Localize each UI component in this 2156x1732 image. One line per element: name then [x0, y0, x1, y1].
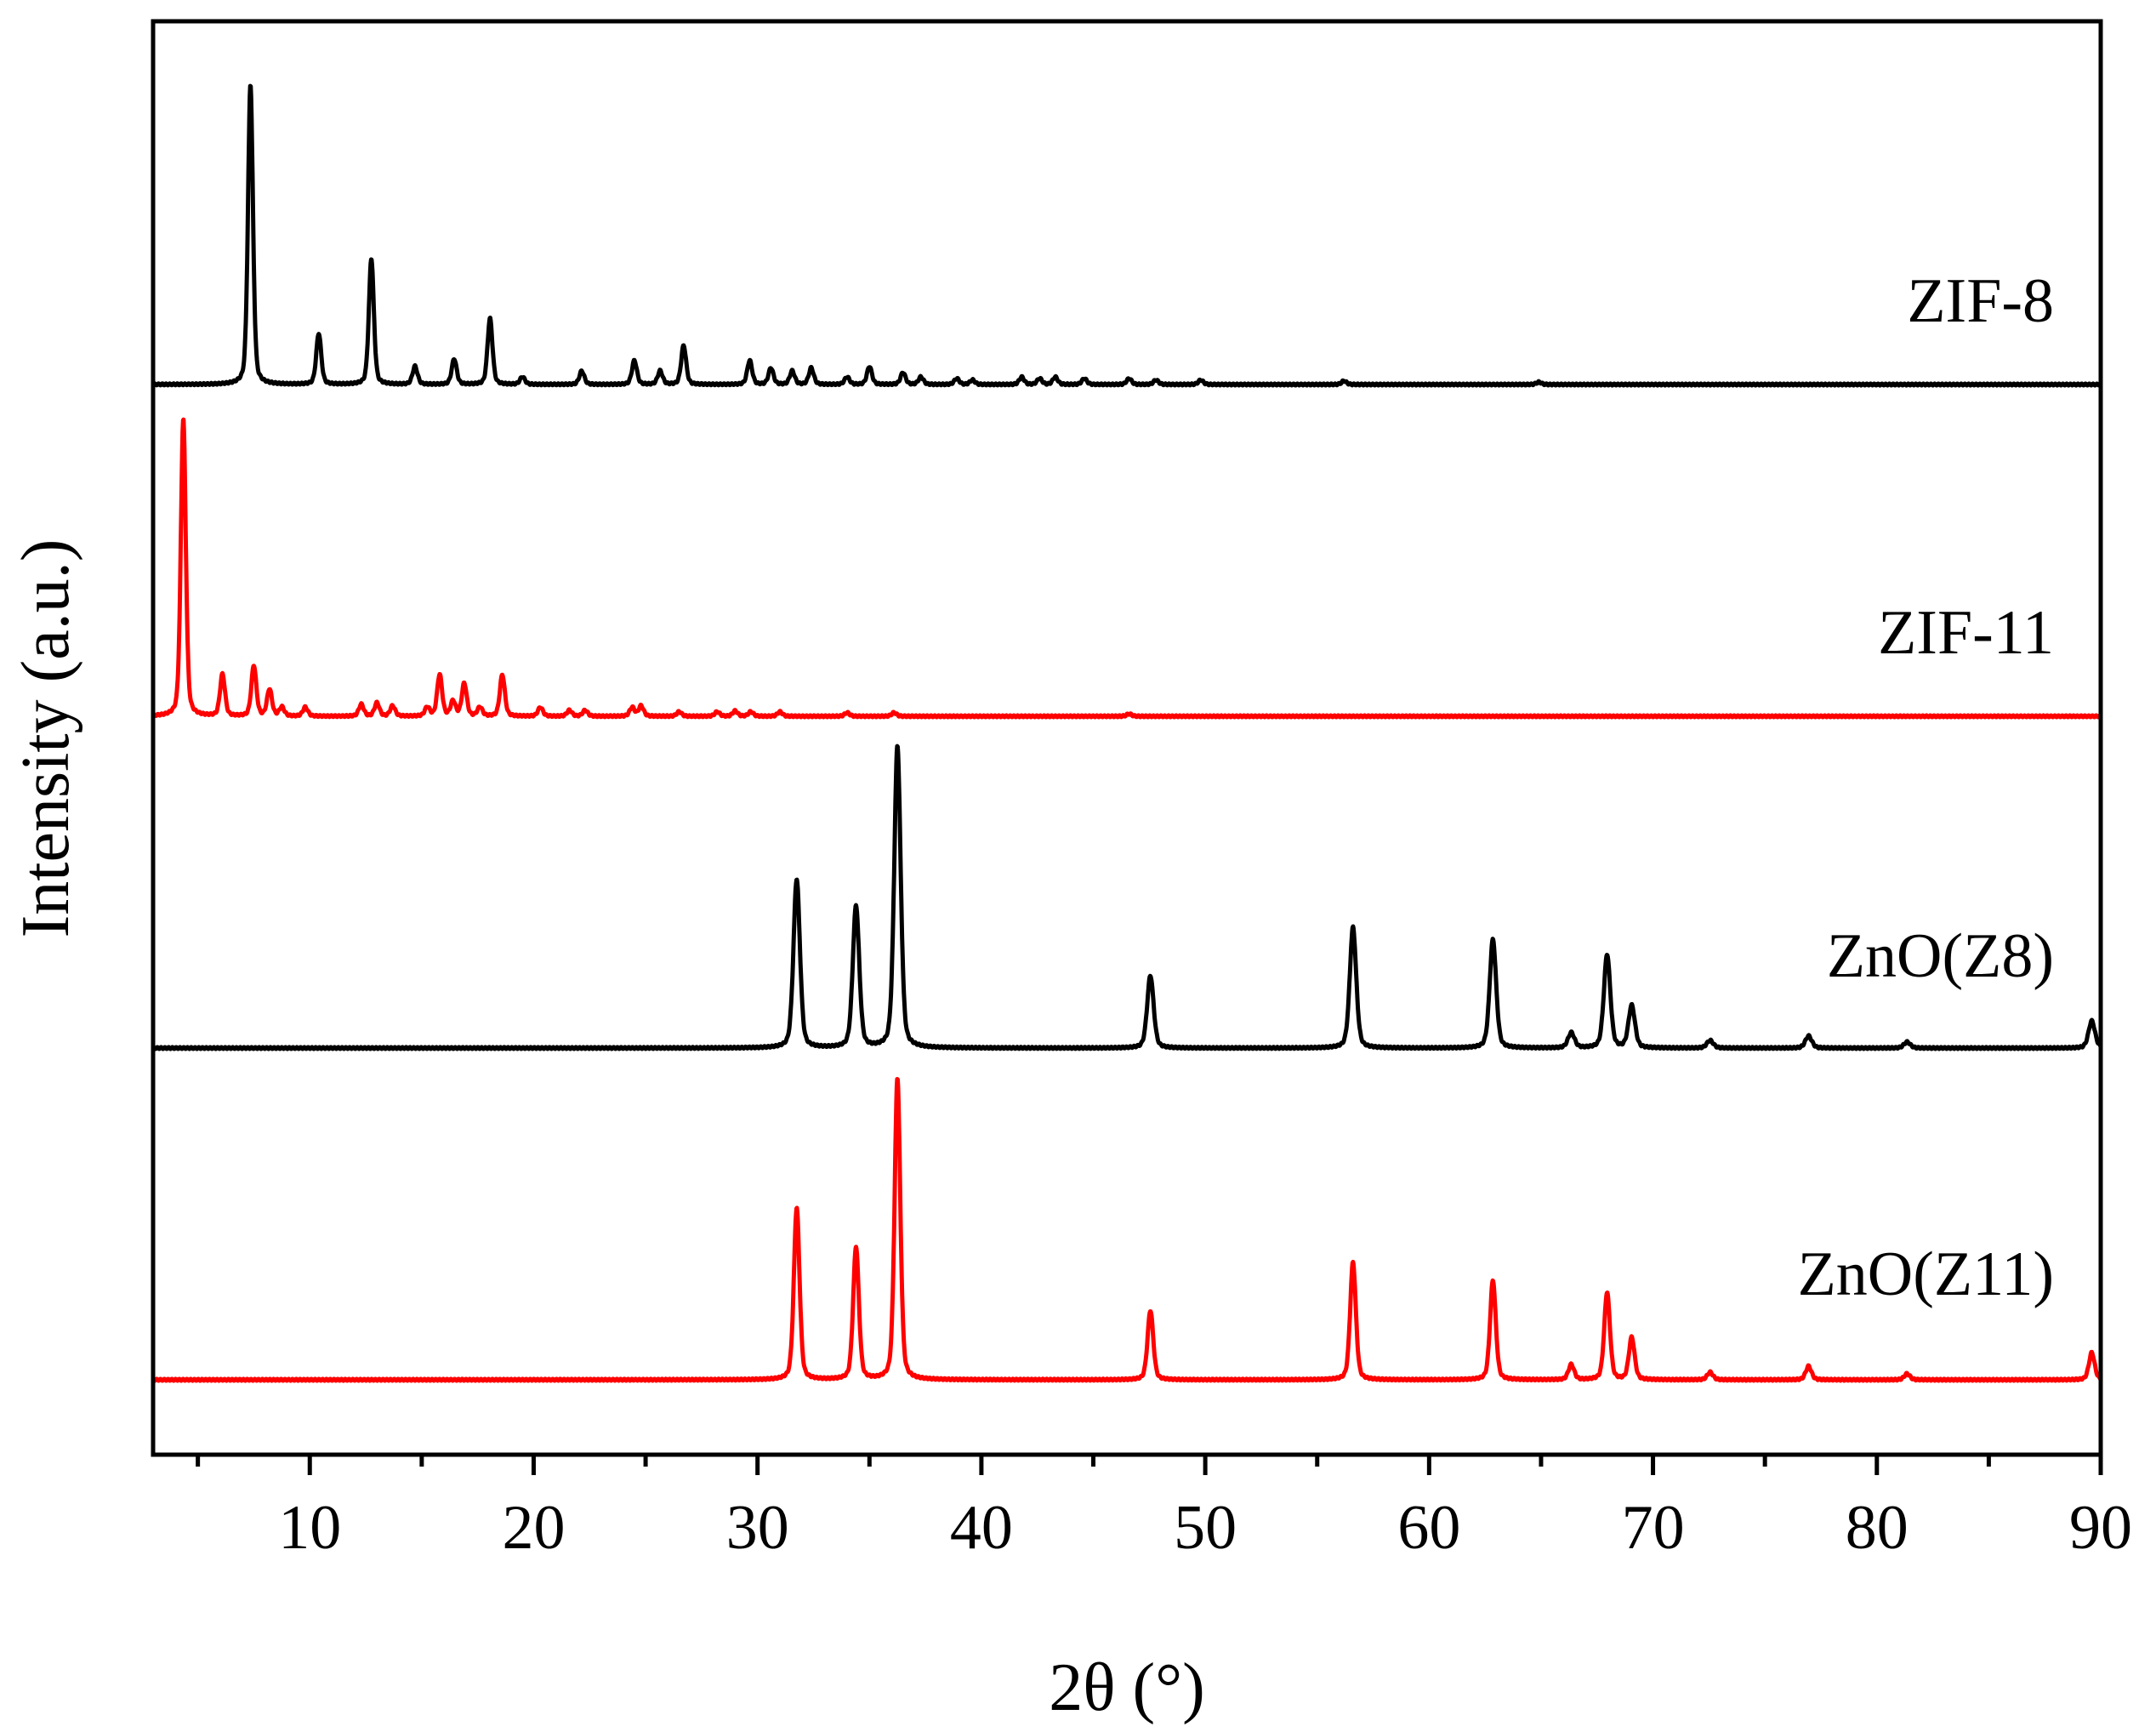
x-tick-label: 60: [1397, 1493, 1460, 1563]
series-line-zno-z11: [151, 1077, 2102, 1383]
series-labels: ZIF-8 ZIF-11 ZnO(Z8) ZnO(Z11): [1798, 266, 2054, 1309]
x-tick-label: 80: [1846, 1493, 1909, 1563]
x-tick-label: 30: [726, 1493, 789, 1563]
x-tick-label: 10: [278, 1493, 341, 1563]
x-axis-label: 2θ (°): [1049, 1650, 1205, 1725]
x-tick-label: 70: [1622, 1493, 1685, 1563]
series-label: ZIF-8: [1907, 266, 2054, 336]
series-label: ZnO(Z8): [1827, 921, 2054, 991]
series-line-zif-8: [151, 83, 2102, 388]
plot-frame: [151, 19, 2103, 1457]
x-tick-label: 90: [2069, 1493, 2132, 1563]
series-label: ZIF-11: [1878, 598, 2054, 668]
x-axis-ticks: 10 20 30 40 50 60 70 80 90: [196, 1455, 2132, 1563]
series-line-zno-z8: [151, 744, 2103, 1051]
y-axis-label: Intensity (a.u.): [9, 539, 83, 938]
trace-group: [151, 83, 2103, 1383]
series-label: ZnO(Z11): [1798, 1239, 2054, 1309]
x-tick-label: 20: [502, 1493, 565, 1563]
x-tick-label: 50: [1174, 1493, 1237, 1563]
series-line-zif-11: [151, 417, 2102, 720]
x-tick-label: 40: [950, 1493, 1013, 1563]
